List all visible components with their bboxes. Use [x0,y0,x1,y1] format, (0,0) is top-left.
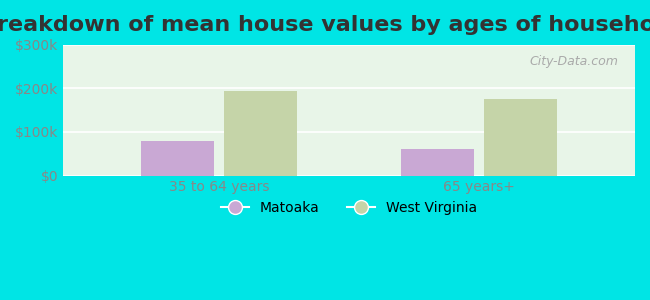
Title: Breakdown of mean house values by ages of householders: Breakdown of mean house values by ages o… [0,15,650,35]
Bar [224,92,297,176]
Text: City-Data.com: City-Data.com [529,55,618,68]
Bar [401,149,474,176]
Bar [141,141,214,176]
Legend: Matoaka, West Virginia: Matoaka, West Virginia [215,196,483,221]
Bar [484,99,557,176]
